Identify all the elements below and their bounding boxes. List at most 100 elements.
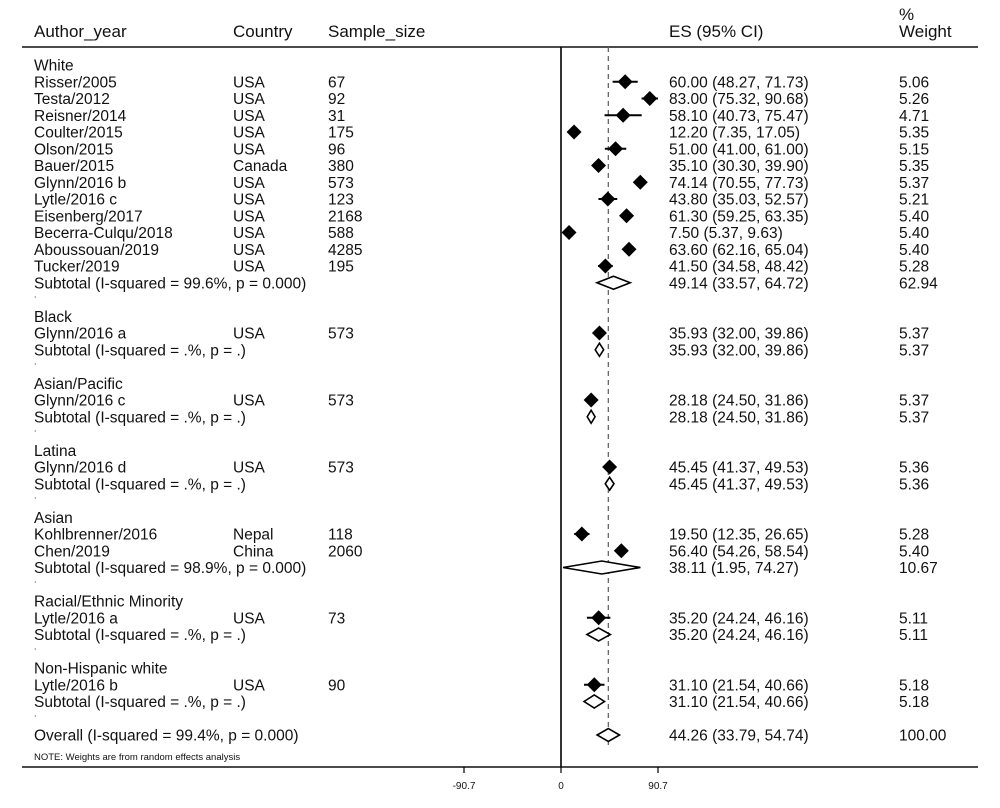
- study-author: Tucker/2019: [34, 259, 120, 276]
- study-sample-size: 4285: [328, 242, 362, 259]
- study-author: Bauer/2015: [34, 158, 114, 175]
- x-axis: -90.7 0 90.7: [453, 767, 668, 792]
- subtotal-weight: 10.67: [899, 560, 938, 577]
- subtotal-es-ci: 28.18 (24.50, 31.86): [669, 409, 809, 426]
- study-sample-size: 195: [328, 259, 354, 276]
- study-weight: 5.40: [899, 208, 930, 225]
- effect-marker: [619, 208, 635, 224]
- group-label: Black: [34, 309, 72, 326]
- study-sample-size: 118: [328, 527, 353, 544]
- study-sample-size: 573: [328, 326, 354, 343]
- overall-label: Overall (I-squared = 99.4%, p = 0.000): [34, 728, 299, 745]
- subtotal-es-ci: 49.14 (33.57, 64.72): [669, 275, 809, 292]
- effect-marker: [574, 526, 590, 542]
- study-weight: 4.71: [899, 108, 929, 125]
- study-sample-size: 90: [328, 677, 346, 694]
- subtotal-diamond: [594, 341, 605, 358]
- study-sample-size: 2060: [328, 543, 363, 560]
- study-weight: 5.06: [899, 74, 929, 91]
- overall-diamond: [595, 727, 622, 743]
- study-es-ci: 58.10 (40.73, 75.47): [669, 108, 809, 125]
- study-weight: 5.40: [899, 242, 930, 259]
- x-tick-label: -90.7: [453, 781, 476, 792]
- study-sample-size: 123: [328, 192, 354, 209]
- study-author: Glynn/2016 c: [34, 393, 126, 410]
- study-es-ci: 51.00 (41.00, 61.00): [669, 141, 809, 158]
- group-label: White: [34, 58, 74, 75]
- study-es-ci: 63.60 (62.16, 65.04): [669, 242, 809, 259]
- study-country: USA: [233, 242, 266, 259]
- study-author: Risser/2005: [34, 74, 117, 91]
- study-weight: 5.26: [899, 91, 929, 108]
- study-es-ci: 12.20 (7.35, 17.05): [669, 125, 800, 142]
- header-country: Country: [233, 22, 293, 41]
- study-weight: 5.35: [899, 158, 929, 175]
- study-weight: 5.37: [899, 326, 929, 343]
- study-es-ci: 83.00 (75.32, 90.68): [669, 91, 809, 108]
- effect-marker: [632, 174, 648, 190]
- study-sample-size: 73: [328, 610, 345, 627]
- x-tick-label: 90.7: [648, 781, 668, 792]
- study-country: USA: [233, 74, 266, 91]
- overall-weight: 100.00: [899, 728, 947, 745]
- study-sample-size: 175: [328, 125, 354, 142]
- study-es-ci: 74.14 (70.55, 77.73): [669, 175, 809, 192]
- spacer-dot: .: [34, 574, 37, 584]
- study-country: USA: [233, 460, 266, 477]
- study-weight: 5.37: [899, 393, 929, 410]
- study-author: Aboussouan/2019: [34, 242, 159, 259]
- study-country: China: [233, 543, 274, 560]
- study-sample-size: 2168: [328, 208, 362, 225]
- study-sample-size: 588: [328, 225, 354, 242]
- study-author: Olson/2015: [34, 141, 113, 158]
- study-es-ci: 35.10 (30.30, 39.90): [669, 158, 809, 175]
- study-author: Glynn/2016 d: [34, 460, 126, 477]
- study-weight: 5.28: [899, 527, 929, 544]
- study-weight: 5.18: [899, 677, 929, 694]
- study-es-ci: 31.10 (21.54, 40.66): [669, 677, 809, 694]
- subtotal-diamond: [582, 694, 606, 709]
- header-es-ci: ES (95% CI): [669, 22, 763, 41]
- subtotal-es-ci: 35.93 (32.00, 39.86): [669, 342, 809, 359]
- study-country: USA: [233, 91, 266, 108]
- subtotal-diamond: [604, 475, 615, 492]
- study-weight: 5.36: [899, 460, 929, 477]
- subtotal-diamond: [585, 627, 613, 642]
- study-es-ci: 28.18 (24.50, 31.86): [669, 393, 809, 410]
- effect-marker: [608, 141, 624, 157]
- study-country: USA: [233, 141, 266, 158]
- header-author: Author_year: [34, 22, 127, 41]
- subtotal-weight: 5.37: [899, 342, 929, 359]
- study-author: Lytle/2016 b: [34, 677, 118, 694]
- header-weight-percent: %: [899, 5, 914, 24]
- subtotal-diamond: [586, 408, 597, 425]
- study-es-ci: 60.00 (48.27, 71.73): [669, 74, 809, 91]
- subtotal-weight: 62.94: [899, 275, 938, 292]
- group-label: Racial/Ethnic Minority: [34, 594, 183, 611]
- subtotal-label: Subtotal (I-squared = .%, p = .): [34, 476, 246, 493]
- study-weight: 5.11: [899, 610, 928, 627]
- study-author: Kohlbrenner/2016: [34, 527, 157, 544]
- group-label: Non-Hispanic white: [34, 661, 168, 678]
- effect-marker: [600, 191, 616, 207]
- study-weight: 5.15: [899, 141, 929, 158]
- study-author: Chen/2019: [34, 543, 110, 560]
- effect-marker: [591, 325, 607, 341]
- study-country: USA: [233, 610, 266, 627]
- study-weight: 5.40: [899, 543, 930, 560]
- subtotal-weight: 5.37: [899, 409, 929, 426]
- subtotal-label: Subtotal (I-squared = 99.6%, p = 0.000): [34, 275, 306, 292]
- study-country: USA: [233, 108, 266, 125]
- spacer-dot: .: [34, 641, 37, 651]
- subtotal-label: Subtotal (I-squared = .%, p = .): [34, 409, 246, 426]
- effect-marker: [591, 158, 607, 173]
- study-sample-size: 67: [328, 74, 345, 91]
- subtotal-weight: 5.11: [899, 627, 928, 644]
- study-author: Testa/2012: [34, 91, 110, 108]
- subtotal-label: Subtotal (I-squared = .%, p = .): [34, 342, 246, 359]
- study-es-ci: 19.50 (12.35, 26.65): [669, 527, 809, 544]
- study-author: Reisner/2014: [34, 108, 127, 125]
- study-country: USA: [233, 208, 266, 225]
